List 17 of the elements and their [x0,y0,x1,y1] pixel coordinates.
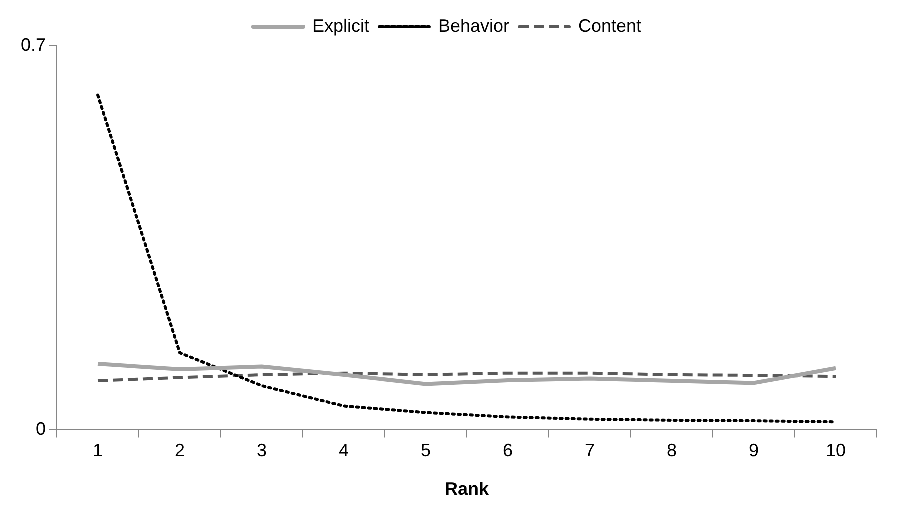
x-tick-label: 7 [585,440,596,461]
x-tick-label: 1 [93,440,104,461]
x-tick-label: 9 [748,440,760,461]
x-tick-label: 8 [667,440,678,461]
legend-label: Content [578,16,642,36]
y-tick-label: 0 [36,418,46,439]
x-tick-label: 4 [339,440,350,461]
x-axis-title: Rank [445,479,490,500]
x-tick-label: 10 [826,440,846,461]
line-series [96,372,838,383]
x-tick-label: 6 [503,440,514,461]
x-tick-label: 3 [257,440,268,461]
legend-label: Behavior [438,16,510,36]
x-tick-label: 2 [175,440,186,461]
y-tick-label: 0.7 [20,34,46,55]
legend-label: Explicit [312,16,370,36]
x-tick-label: 5 [421,440,432,461]
